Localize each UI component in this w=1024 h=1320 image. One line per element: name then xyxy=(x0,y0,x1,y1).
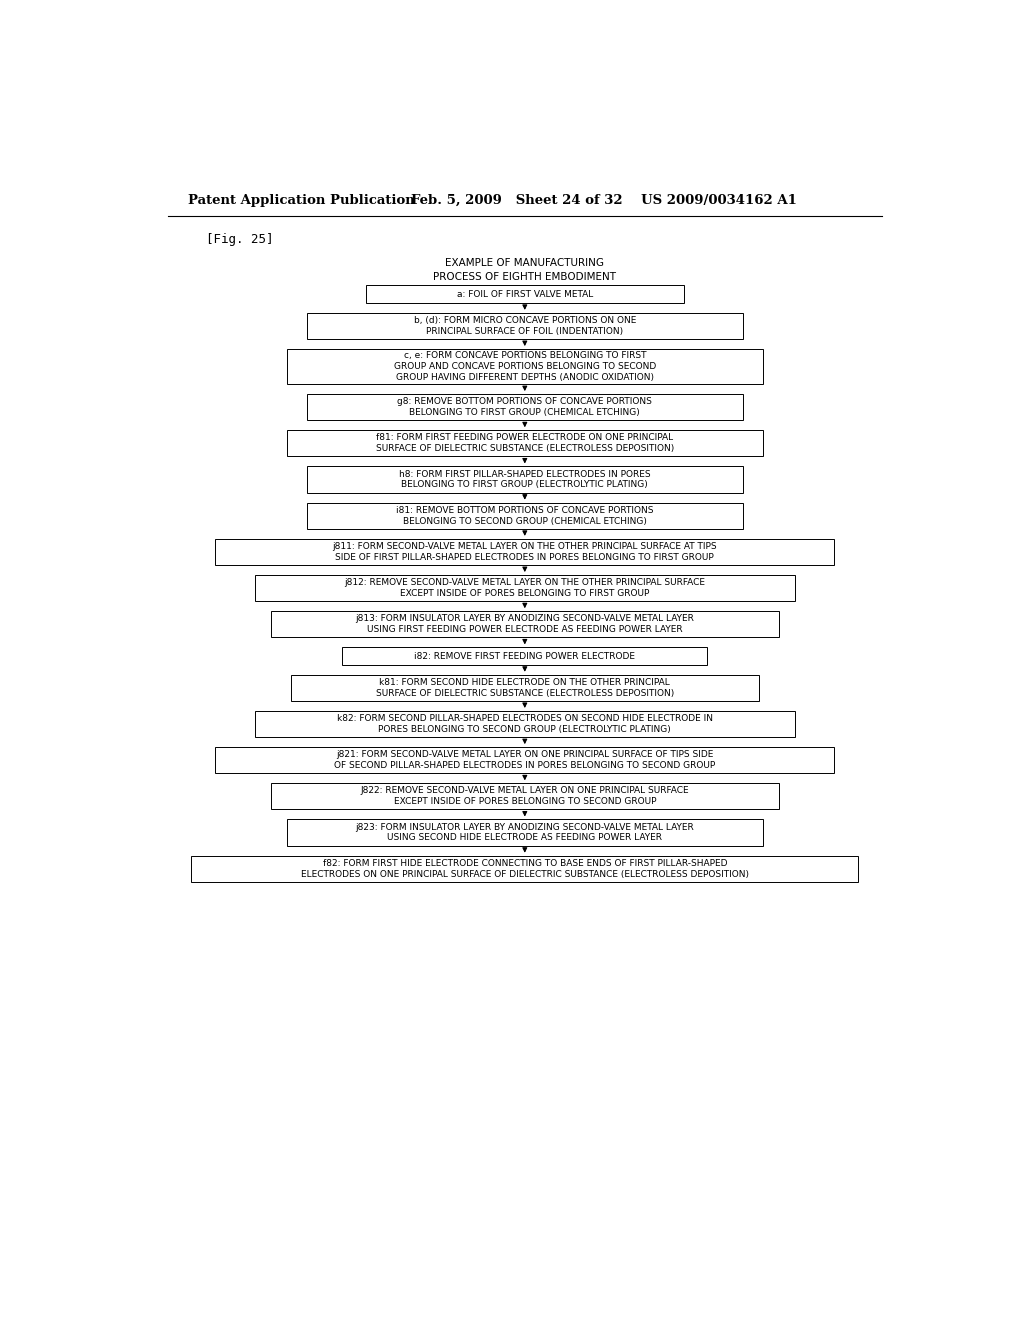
Bar xyxy=(306,466,743,492)
Bar xyxy=(270,783,779,809)
Bar xyxy=(291,675,759,701)
Bar xyxy=(287,820,763,846)
Bar xyxy=(306,313,743,339)
Bar xyxy=(287,348,763,384)
Bar xyxy=(191,855,858,882)
Text: f81: FORM FIRST FEEDING POWER ELECTRODE ON ONE PRINCIPAL
SURFACE OF DIELECTRIC S: f81: FORM FIRST FEEDING POWER ELECTRODE … xyxy=(376,433,674,453)
Bar xyxy=(306,395,743,420)
Text: g8: REMOVE BOTTOM PORTIONS OF CONCAVE PORTIONS
BELONGING TO FIRST GROUP (CHEMICA: g8: REMOVE BOTTOM PORTIONS OF CONCAVE PO… xyxy=(397,397,652,417)
Text: j811: FORM SECOND-VALVE METAL LAYER ON THE OTHER PRINCIPAL SURFACE AT TIPS
SIDE : j811: FORM SECOND-VALVE METAL LAYER ON T… xyxy=(333,543,717,562)
Bar xyxy=(215,747,835,774)
Bar xyxy=(255,576,795,601)
Text: i82: REMOVE FIRST FEEDING POWER ELECTRODE: i82: REMOVE FIRST FEEDING POWER ELECTROD… xyxy=(415,652,635,660)
Text: a: FOIL OF FIRST VALVE METAL: a: FOIL OF FIRST VALVE METAL xyxy=(457,289,593,298)
Text: c, e: FORM CONCAVE PORTIONS BELONGING TO FIRST
GROUP AND CONCAVE PORTIONS BELONG: c, e: FORM CONCAVE PORTIONS BELONGING TO… xyxy=(393,351,656,381)
Text: k81: FORM SECOND HIDE ELECTRODE ON THE OTHER PRINCIPAL
SURFACE OF DIELECTRIC SUB: k81: FORM SECOND HIDE ELECTRODE ON THE O… xyxy=(376,678,674,698)
Text: i81: REMOVE BOTTOM PORTIONS OF CONCAVE PORTIONS
BELONGING TO SECOND GROUP (CHEMI: i81: REMOVE BOTTOM PORTIONS OF CONCAVE P… xyxy=(396,506,653,525)
Text: b, (d): FORM MICRO CONCAVE PORTIONS ON ONE
PRINCIPAL SURFACE OF FOIL (INDENTATIO: b, (d): FORM MICRO CONCAVE PORTIONS ON O… xyxy=(414,315,636,335)
Bar xyxy=(342,647,708,665)
Text: [Fig. 25]: [Fig. 25] xyxy=(206,232,273,246)
Bar xyxy=(287,430,763,457)
Bar xyxy=(367,285,684,302)
Text: Patent Application Publication: Patent Application Publication xyxy=(188,194,415,207)
Text: k82: FORM SECOND PILLAR-SHAPED ELECTRODES ON SECOND HIDE ELECTRODE IN
PORES BELO: k82: FORM SECOND PILLAR-SHAPED ELECTRODE… xyxy=(337,714,713,734)
Bar xyxy=(215,539,835,565)
Bar xyxy=(270,611,779,638)
Bar xyxy=(306,503,743,529)
Text: f82: FORM FIRST HIDE ELECTRODE CONNECTING TO BASE ENDS OF FIRST PILLAR-SHAPED
EL: f82: FORM FIRST HIDE ELECTRODE CONNECTIN… xyxy=(301,859,749,879)
Text: Feb. 5, 2009   Sheet 24 of 32    US 2009/0034162 A1: Feb. 5, 2009 Sheet 24 of 32 US 2009/0034… xyxy=(411,194,797,207)
Text: j821: FORM SECOND-VALVE METAL LAYER ON ONE PRINCIPAL SURFACE OF TIPS SIDE
OF SEC: j821: FORM SECOND-VALVE METAL LAYER ON O… xyxy=(334,750,716,770)
Text: j823: FORM INSULATOR LAYER BY ANODIZING SECOND-VALVE METAL LAYER
USING SECOND HI: j823: FORM INSULATOR LAYER BY ANODIZING … xyxy=(355,822,694,842)
Text: j813: FORM INSULATOR LAYER BY ANODIZING SECOND-VALVE METAL LAYER
USING FIRST FEE: j813: FORM INSULATOR LAYER BY ANODIZING … xyxy=(355,614,694,634)
Text: PROCESS OF EIGHTH EMBODIMENT: PROCESS OF EIGHTH EMBODIMENT xyxy=(433,272,616,282)
Bar xyxy=(255,711,795,737)
Text: j812: REMOVE SECOND-VALVE METAL LAYER ON THE OTHER PRINCIPAL SURFACE
EXCEPT INSI: j812: REMOVE SECOND-VALVE METAL LAYER ON… xyxy=(344,578,706,598)
Text: J822: REMOVE SECOND-VALVE METAL LAYER ON ONE PRINCIPAL SURFACE
EXCEPT INSIDE OF : J822: REMOVE SECOND-VALVE METAL LAYER ON… xyxy=(360,787,689,807)
Text: h8: FORM FIRST PILLAR-SHAPED ELECTRODES IN PORES
BELONGING TO FIRST GROUP (ELECT: h8: FORM FIRST PILLAR-SHAPED ELECTRODES … xyxy=(399,470,650,490)
Text: EXAMPLE OF MANUFACTURING: EXAMPLE OF MANUFACTURING xyxy=(445,257,604,268)
